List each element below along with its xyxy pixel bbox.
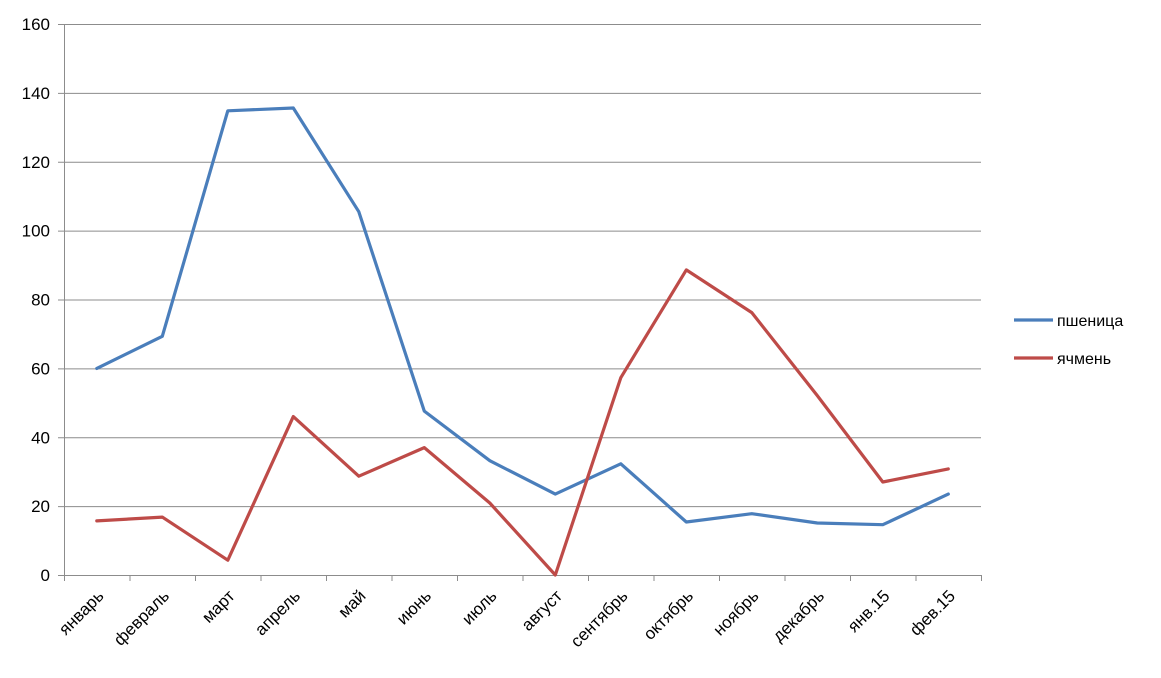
x-tick-label: декабрь	[769, 586, 828, 645]
x-tick-label: апрель	[251, 586, 304, 639]
axes	[58, 24, 982, 581]
x-tick-label: ноябрь	[709, 586, 762, 639]
series-line-0	[95, 106, 950, 527]
y-tick-label: 20	[31, 497, 50, 516]
x-axis-tick-labels: январь февраль март апрель май июнь июль август…	[55, 586, 959, 651]
x-tick-label: февраль	[110, 586, 173, 649]
y-tick-label: 0	[41, 566, 50, 585]
x-tick-label: сентябрь	[567, 586, 632, 651]
x-tick-label: фев.15	[906, 586, 959, 639]
y-tick-label: 80	[31, 291, 50, 310]
y-tick-label: 40	[31, 428, 50, 447]
y-tick-label: 60	[31, 359, 50, 378]
x-tick-label: январь	[55, 586, 108, 639]
x-tick-label: янв.15	[844, 586, 894, 636]
x-tick-label: октябрь	[640, 586, 697, 643]
series-lines	[95, 106, 950, 577]
y-tick-label: 100	[22, 222, 50, 241]
legend-label-1: ячмень	[1057, 351, 1111, 368]
x-tick-label: май	[334, 586, 369, 621]
legend-label-0: пшеница	[1057, 313, 1123, 330]
legend: пшеница ячмень	[1014, 313, 1123, 368]
grid	[64, 24, 981, 508]
x-tick-label: март	[198, 586, 238, 626]
x-tick-label: июль	[458, 586, 500, 628]
x-tick-label: август	[518, 586, 566, 634]
y-axis-tick-labels: 0 20 40 60 80 100 120 140 160	[22, 15, 50, 585]
x-tick-label: июнь	[393, 586, 435, 628]
y-tick-label: 160	[22, 15, 50, 34]
series-line-1	[95, 268, 950, 577]
y-tick-label: 120	[22, 153, 50, 172]
y-tick-label: 140	[22, 84, 50, 103]
